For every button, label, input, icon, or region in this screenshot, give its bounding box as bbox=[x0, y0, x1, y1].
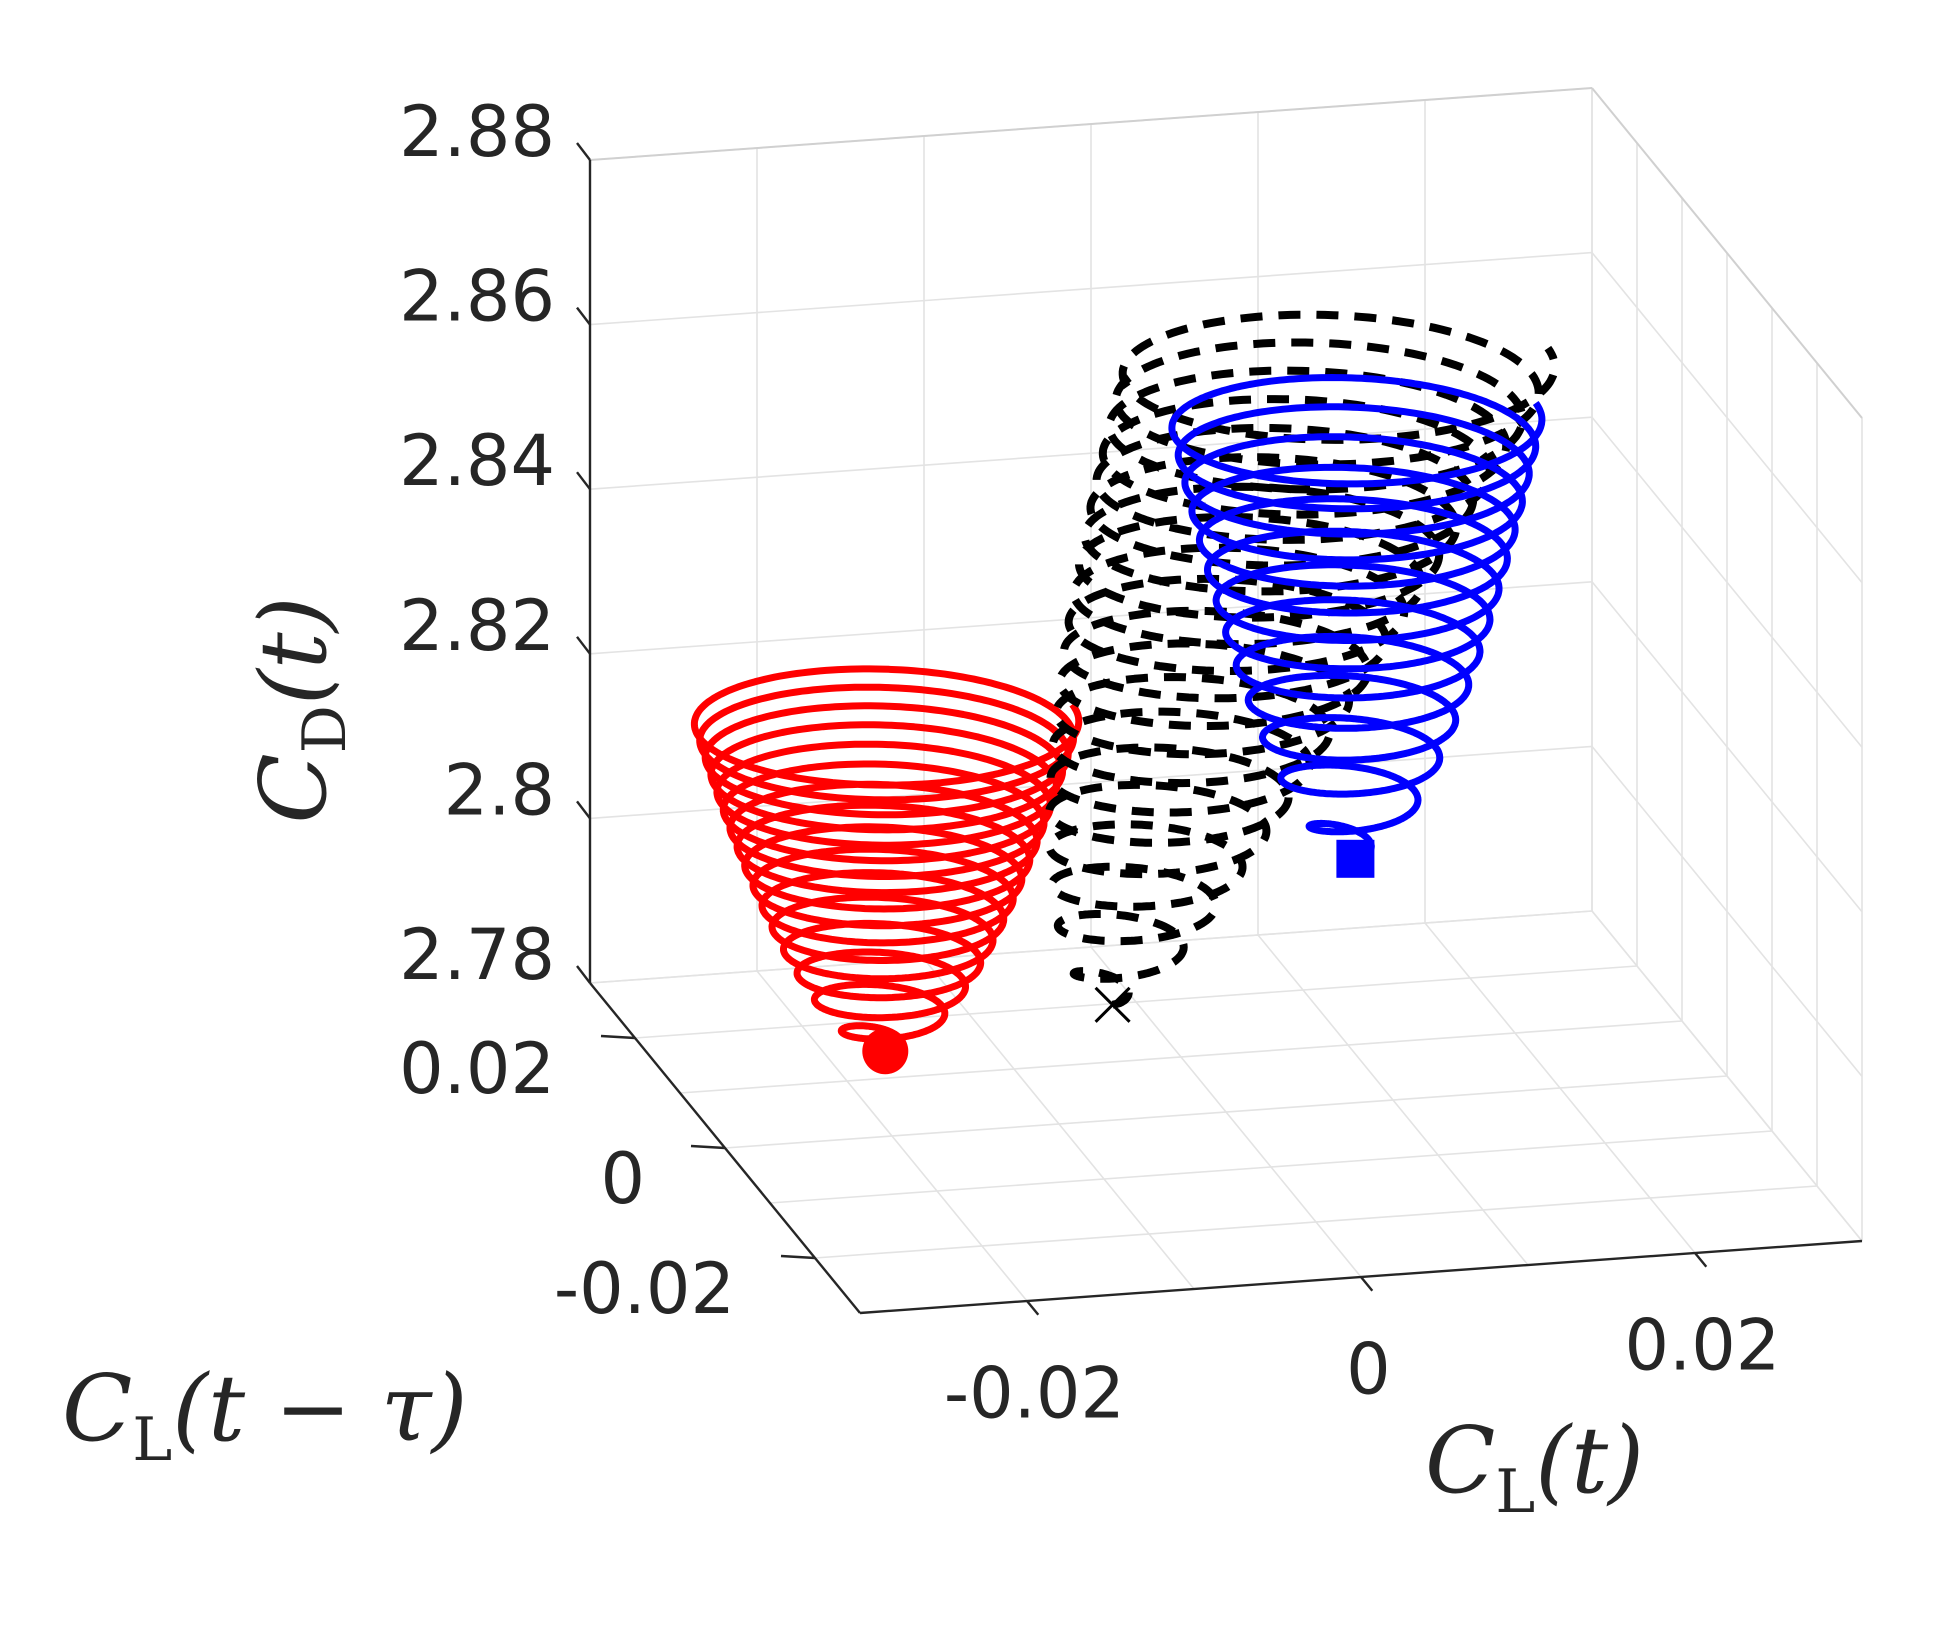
grid-line bbox=[769, 1130, 1773, 1204]
grid-line bbox=[1591, 745, 1863, 1077]
grid-line bbox=[724, 1075, 1728, 1149]
z-tick bbox=[576, 965, 591, 984]
series-3-trajectory bbox=[1168, 374, 1546, 863]
series-3-start-marker bbox=[1336, 839, 1375, 878]
grid-line bbox=[814, 1185, 1818, 1259]
z-tick-label: 2.88 bbox=[399, 91, 555, 173]
grid-line bbox=[589, 910, 1593, 984]
x-axis-label: CL(t) bbox=[1425, 1407, 1644, 1527]
z-tick bbox=[576, 471, 591, 490]
z-tick-label: 2.82 bbox=[399, 585, 555, 667]
y-tick bbox=[600, 1034, 636, 1040]
x-tick-label: 0 bbox=[1346, 1329, 1391, 1411]
y-axis-label: CL(t − τ) bbox=[62, 1355, 467, 1475]
y-tick bbox=[690, 1144, 726, 1150]
grid-lines bbox=[589, 87, 1863, 1314]
y-tick-label: 0 bbox=[600, 1138, 645, 1220]
box-edge bbox=[589, 87, 1593, 161]
grid-line bbox=[1591, 416, 1863, 748]
grid-line bbox=[1591, 581, 1863, 913]
series-2-start-marker bbox=[1094, 986, 1131, 1023]
z-tick bbox=[576, 142, 591, 161]
y-tick-label: 0.02 bbox=[399, 1028, 555, 1110]
grid-line bbox=[1591, 252, 1863, 584]
z-axis-label: CD(t) bbox=[240, 596, 360, 823]
marker-stroke bbox=[1094, 986, 1131, 1023]
x-tick bbox=[1360, 1276, 1374, 1292]
grid-line bbox=[634, 965, 1638, 1039]
z-tick bbox=[576, 306, 591, 326]
z-tick bbox=[576, 636, 591, 655]
series-2-trajectory bbox=[1045, 310, 1559, 1009]
series-1-start-marker bbox=[862, 1028, 909, 1075]
series-layer bbox=[690, 310, 1559, 1075]
grid-line bbox=[589, 581, 1593, 655]
grid-line bbox=[589, 745, 1593, 820]
axes bbox=[576, 142, 1863, 1316]
grid-line bbox=[589, 251, 1593, 326]
tick-labels: -0.02 0 0.02 -0.02 0 0.02 2.78 2.8 2.82 2.84 2.86 2… bbox=[399, 91, 1780, 1435]
x-tick-label: -0.02 bbox=[944, 1353, 1125, 1435]
z-tick-label: 2.84 bbox=[399, 420, 555, 502]
z-tick-label: 2.78 bbox=[399, 914, 555, 996]
x-tick-label: 0.02 bbox=[1624, 1305, 1780, 1387]
x-tick bbox=[1694, 1252, 1708, 1268]
z-tick-label: 2.8 bbox=[444, 749, 555, 831]
grid-line bbox=[589, 416, 1593, 490]
z-tick bbox=[576, 800, 591, 820]
series-1-trajectory bbox=[690, 665, 1083, 1055]
y-tick-label: -0.02 bbox=[554, 1248, 735, 1330]
grid-line bbox=[679, 1020, 1683, 1094]
box-edge bbox=[1591, 87, 1863, 419]
y-tick bbox=[780, 1254, 816, 1260]
x-tick bbox=[1026, 1300, 1040, 1316]
z-tick-label: 2.86 bbox=[399, 256, 555, 338]
